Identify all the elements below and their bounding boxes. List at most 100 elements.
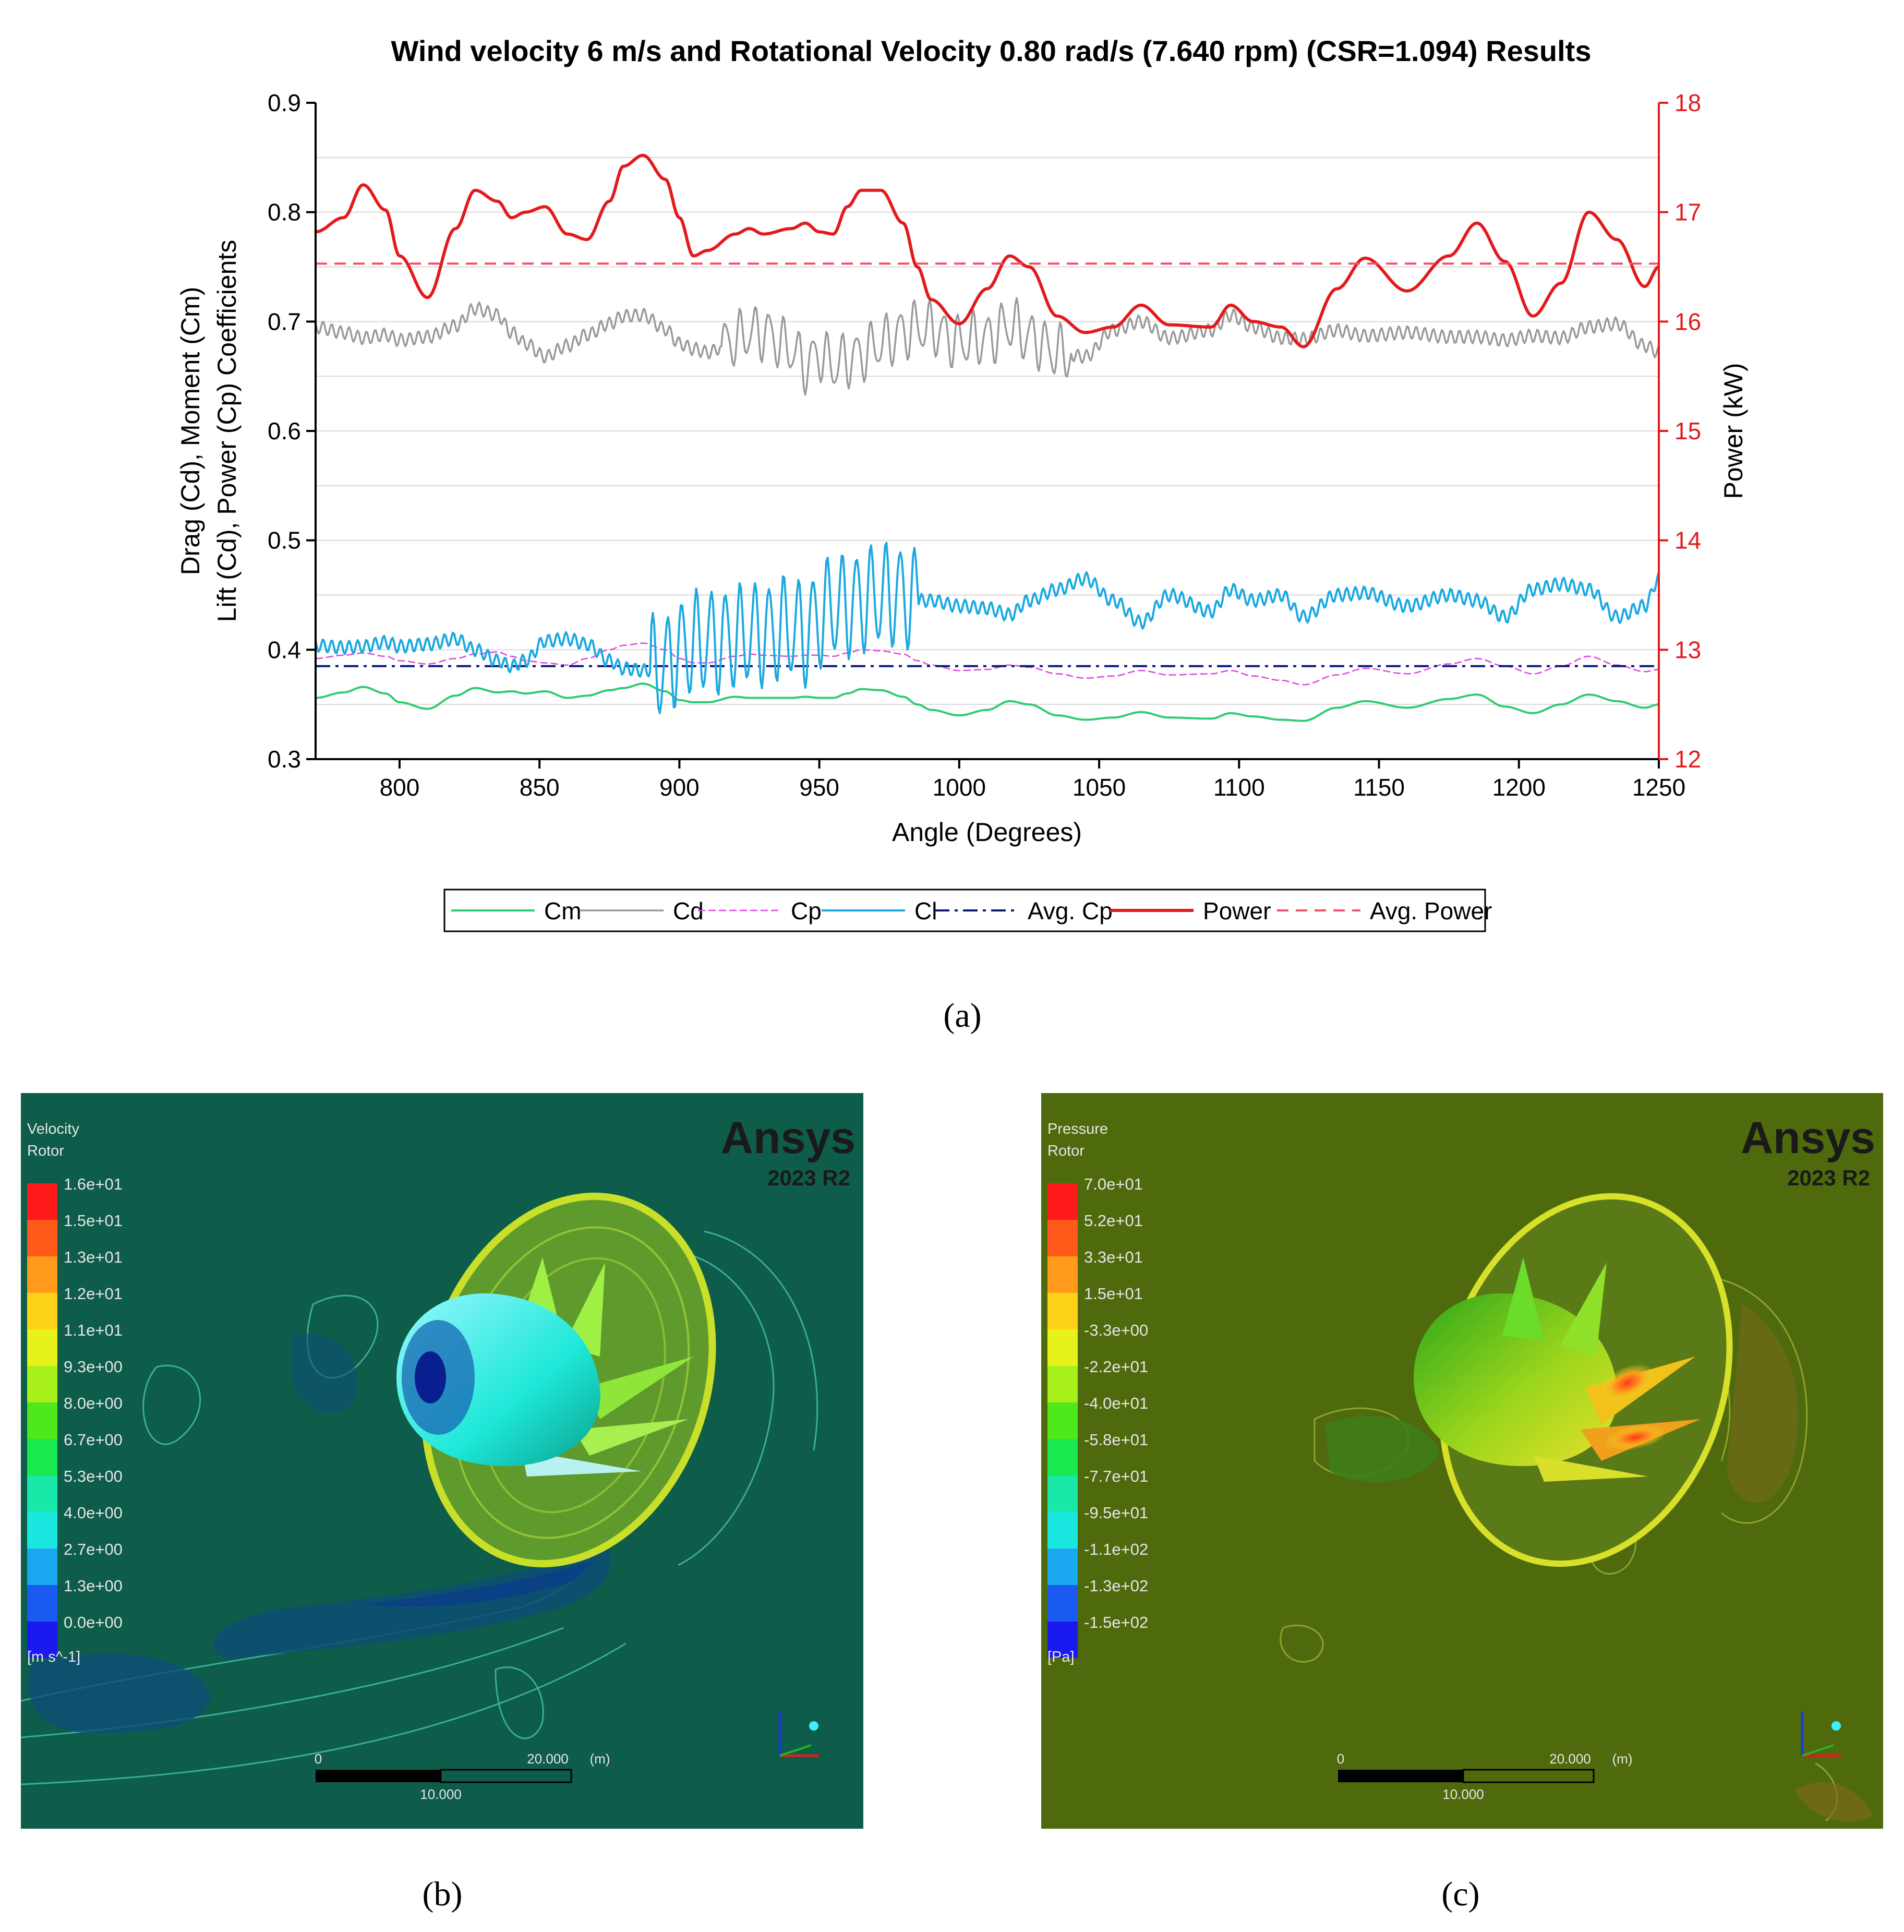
y-tick-label-right: 14 (1674, 527, 1701, 554)
y-tick-label-left: 0.6 (268, 417, 301, 445)
color-bar-swatch (27, 1622, 57, 1658)
x-tick-label: 1100 (1213, 774, 1265, 801)
y-tick-label-left: 0.7 (268, 308, 301, 335)
velocity-panel: Velocity Rotor 1.6e+01 1.5e+01 1.3e+01 1.2e… (20, 1093, 863, 1913)
color-bar-label: 6.7e+00 (64, 1431, 123, 1449)
legend-label: Cm (544, 897, 582, 925)
series-line-power (316, 153, 1659, 349)
color-bar-swatch (1047, 1622, 1078, 1658)
velocity-low-wake (28, 1334, 611, 1733)
color-bar-swatch (1047, 1220, 1078, 1256)
panel-c-label: (c) (1441, 1875, 1479, 1913)
velocity-legend-title: Velocity (27, 1121, 79, 1137)
series-layer (316, 153, 1659, 722)
color-bar-label: 1.5e+01 (64, 1211, 123, 1230)
rotor-blade (1560, 1263, 1607, 1357)
color-bar-swatch (1047, 1402, 1078, 1439)
color-bar-label: 1.3e+00 (64, 1577, 123, 1595)
ansys-logo: Ansys (721, 1113, 855, 1163)
color-bar-label: -1.5e+02 (1084, 1613, 1148, 1631)
pressure-scale-bar: 0 20.000 (m) 10.000 (1337, 1751, 1633, 1802)
color-bar-label: -7.7e+01 (1084, 1467, 1148, 1485)
svg-text:(m): (m) (590, 1751, 610, 1767)
svg-text:(m): (m) (1612, 1751, 1633, 1767)
color-bar-swatch (27, 1256, 57, 1293)
color-bar-label: 0.0e+00 (64, 1613, 123, 1631)
svg-text:10.000: 10.000 (420, 1786, 462, 1802)
y-tick-label-left: 0.3 (268, 746, 301, 773)
legend-label: Power (1203, 897, 1271, 925)
ansys-logo: Ansys (1741, 1113, 1875, 1163)
legend: Cm Cd Cp Cl Avg. Cp Power Avg. Power (443, 889, 1492, 932)
velocity-legend-subtitle: Rotor (27, 1143, 64, 1159)
series-line-cl (316, 542, 1659, 714)
legend-label: Avg. Cp (1028, 897, 1113, 925)
color-bar-swatch (1047, 1439, 1078, 1475)
y-tick-label-right: 15 (1674, 417, 1701, 445)
velocity-rotor (396, 1192, 716, 1568)
x-tick-label: 1250 (1632, 774, 1685, 801)
color-bar-swatch (27, 1366, 57, 1402)
y-tick-label-right: 17 (1674, 199, 1701, 226)
color-bar-label: 4.0e+00 (64, 1504, 123, 1522)
velocity-legend-unit: [m s^-1] (27, 1649, 80, 1665)
color-bar-swatch (1047, 1366, 1078, 1402)
rotor-blade (1502, 1257, 1544, 1341)
color-bar-label: 8.0e+00 (64, 1394, 123, 1412)
pressure-legend-title: Pressure (1047, 1121, 1108, 1137)
color-bar-label: 1.5e+01 (1084, 1285, 1143, 1303)
pressure-color-bar: 7.0e+01 5.2e+01 3.3e+01 1.5e+01 -3.3e+00 -2.2… (1047, 1175, 1148, 1658)
color-bar-label: -4.0e+01 (1084, 1394, 1148, 1412)
color-bar-swatch (1047, 1329, 1078, 1366)
y-tick-label-left: 0.5 (268, 527, 301, 554)
color-bar-label: -3.3e+00 (1084, 1321, 1148, 1339)
color-bar-swatch (1047, 1183, 1078, 1220)
y-tick-label-left: 0.4 (268, 636, 301, 663)
y-tick-label-right: 12 (1674, 746, 1701, 773)
y-axis-label-left-line1: Drag (Cd), Moment (Cm) (176, 287, 205, 575)
pressure-panel: Pressure Rotor 7.0e+01 5.2e+01 3.3e+01 1.5e… (1041, 1093, 1883, 1913)
color-bar-label: 1.3e+01 (64, 1248, 123, 1266)
color-bar-label: 7.0e+01 (1084, 1175, 1143, 1193)
version-label: 2023 R2 (767, 1166, 850, 1190)
x-ticks: 800 850 900 950 1000 1050 1100 1150 1200 1250 (380, 759, 1685, 801)
color-bar-swatch (1047, 1475, 1078, 1512)
color-bar-label: 9.3e+00 (64, 1358, 123, 1376)
legend-label: Cp (791, 897, 822, 925)
color-bar-swatch (27, 1549, 57, 1585)
color-bar-swatch (27, 1475, 57, 1512)
color-bar-swatch (27, 1220, 57, 1256)
svg-text:20.000: 20.000 (1549, 1751, 1591, 1767)
x-tick-label: 1150 (1353, 774, 1405, 801)
y-ticks-left: 0.3 0.4 0.5 0.6 0.7 0.8 0.9 (268, 89, 316, 773)
color-bar-swatch (27, 1329, 57, 1366)
chart-panel: Wind velocity 6 m/s and Rotational Veloc… (176, 34, 1748, 1035)
color-bar-swatch (1047, 1256, 1078, 1293)
y-tick-label-left: 0.8 (268, 199, 301, 226)
svg-text:0: 0 (315, 1751, 322, 1767)
grid (316, 157, 1659, 705)
pressure-low-region (1325, 1304, 1873, 1822)
color-bar-label: -5.8e+01 (1084, 1431, 1148, 1449)
color-bar-label: -2.2e+01 (1084, 1358, 1148, 1376)
rotor-blade (584, 1357, 694, 1419)
velocity-scale-bar: 0 20.000 (m) 10.000 (315, 1751, 610, 1802)
color-bar-label: -9.5e+01 (1084, 1504, 1148, 1522)
y-tick-label-right: 18 (1674, 89, 1701, 116)
x-tick-label: 950 (799, 774, 839, 801)
x-tick-label: 900 (659, 774, 700, 801)
rotor-blade (574, 1419, 689, 1456)
color-bar-label: 1.1e+01 (64, 1321, 123, 1339)
y-axis-label-right: Power (kW) (1719, 363, 1748, 499)
color-bar-label: 5.2e+01 (1084, 1211, 1143, 1230)
pressure-legend-unit: [Pa] (1047, 1649, 1075, 1665)
svg-text:10.000: 10.000 (1442, 1786, 1484, 1802)
color-bar-label: 1.6e+01 (64, 1175, 123, 1193)
color-bar-label: -1.1e+02 (1084, 1540, 1148, 1558)
color-bar-label: -1.3e+02 (1084, 1577, 1148, 1595)
x-tick-label: 800 (380, 774, 420, 801)
y-tick-label-left: 0.9 (268, 89, 301, 116)
pressure-rotor (1414, 1193, 1733, 1567)
color-bar-label: 2.7e+00 (64, 1540, 123, 1558)
color-bar-swatch (27, 1402, 57, 1439)
